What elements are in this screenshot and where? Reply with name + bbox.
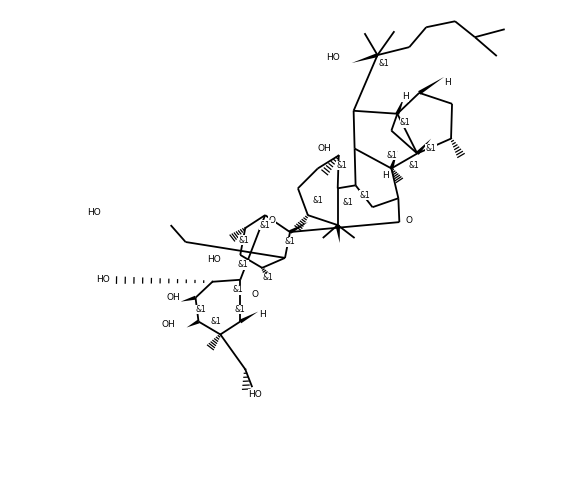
Text: &1: &1 — [336, 161, 347, 170]
Text: &1: &1 — [239, 236, 250, 244]
Text: &1: &1 — [210, 317, 221, 326]
Polygon shape — [289, 222, 308, 234]
Polygon shape — [335, 225, 340, 243]
Text: &1: &1 — [238, 260, 249, 270]
Text: HO: HO — [207, 256, 221, 264]
Text: HO: HO — [87, 208, 101, 217]
Text: O: O — [252, 290, 258, 299]
Polygon shape — [187, 320, 199, 327]
Polygon shape — [418, 77, 444, 95]
Text: H: H — [259, 310, 265, 319]
Text: &1: &1 — [233, 285, 244, 294]
Polygon shape — [352, 53, 378, 63]
Text: &1: &1 — [400, 118, 411, 127]
Text: O: O — [406, 215, 413, 225]
Text: OH: OH — [162, 320, 176, 329]
Polygon shape — [395, 97, 405, 114]
Text: &1: &1 — [260, 221, 270, 229]
Text: HO: HO — [326, 53, 340, 61]
Text: &1: &1 — [285, 238, 295, 246]
Text: &1: &1 — [386, 151, 397, 160]
Text: &1: &1 — [409, 161, 419, 170]
Text: H: H — [444, 78, 450, 87]
Text: HO: HO — [96, 275, 110, 284]
Text: &1: &1 — [263, 273, 273, 282]
Polygon shape — [180, 296, 196, 302]
Text: H: H — [382, 171, 389, 180]
Text: &1: &1 — [312, 196, 323, 205]
Text: OH: OH — [318, 144, 332, 153]
Text: &1: &1 — [359, 191, 370, 200]
Text: &1: &1 — [235, 305, 246, 314]
Text: OH: OH — [167, 293, 180, 302]
Text: HO: HO — [248, 390, 262, 398]
Text: &1: &1 — [426, 144, 437, 153]
Text: &1: &1 — [195, 305, 206, 314]
Text: &1: &1 — [342, 198, 353, 207]
Polygon shape — [416, 139, 431, 155]
Text: &1: &1 — [378, 58, 389, 68]
Polygon shape — [240, 312, 258, 323]
Text: H: H — [402, 92, 409, 101]
Polygon shape — [390, 151, 397, 169]
Text: O: O — [269, 215, 276, 225]
